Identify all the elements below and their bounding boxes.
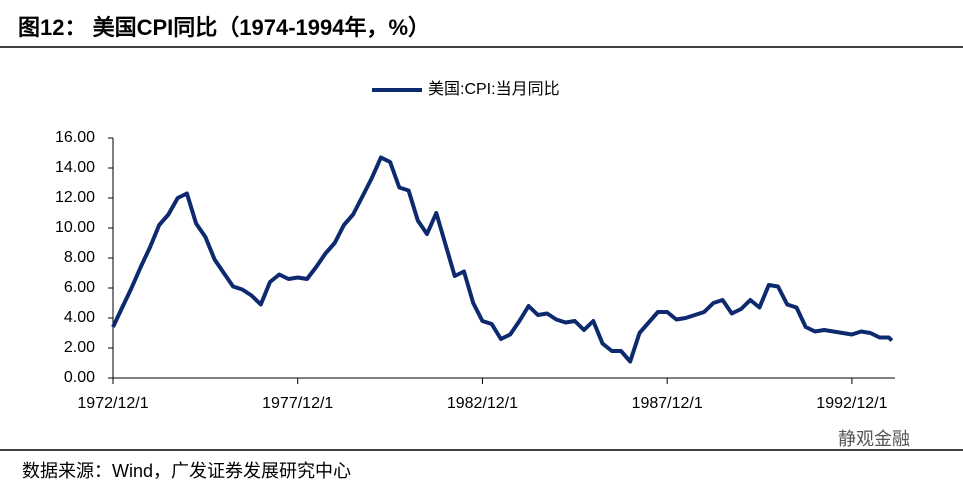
y-tick-label: 2.00	[64, 339, 95, 356]
x-tick-label: 1982/12/1	[447, 395, 518, 412]
legend-label: 美国:CPI:当月同比	[428, 80, 560, 98]
y-tick-label: 4.00	[64, 309, 95, 326]
chart-title: 图12： 美国CPI同比（1974-1994年，%）	[18, 15, 430, 40]
x-tick-label: 1992/12/1	[816, 395, 887, 412]
y-tick-label: 0.00	[64, 369, 95, 386]
source-note: 数据来源：Wind，广发证券发展研究中心	[22, 461, 351, 481]
y-tick-label: 10.00	[55, 219, 95, 236]
y-tick-label: 14.00	[55, 159, 95, 176]
x-tick-label: 1977/12/1	[262, 395, 333, 412]
y-tick-label: 6.00	[64, 279, 95, 296]
y-tick-label: 16.00	[55, 129, 95, 146]
y-tick-label: 12.00	[55, 189, 95, 206]
x-tick-label: 1972/12/1	[77, 395, 148, 412]
x-tick-label: 1987/12/1	[632, 395, 703, 412]
y-tick-label: 8.00	[64, 249, 95, 266]
watermark: 静观金融	[838, 429, 910, 449]
data-line	[111, 155, 894, 364]
